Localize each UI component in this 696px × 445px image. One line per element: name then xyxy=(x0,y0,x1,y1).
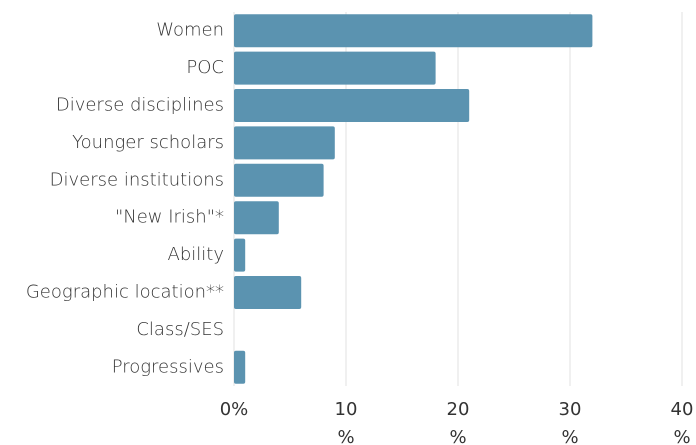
y-tick-label: Class/SES xyxy=(136,319,224,340)
x-tick-label: 40 % xyxy=(670,399,694,445)
bar xyxy=(234,163,324,197)
bar xyxy=(234,238,246,272)
bar xyxy=(234,14,593,48)
bar xyxy=(234,350,246,384)
y-tick-label: Younger scholars xyxy=(72,132,224,153)
y-tick-label: Women xyxy=(156,20,224,41)
bar xyxy=(234,51,436,85)
x-tick-label: 10 % xyxy=(334,399,358,445)
x-tick-label: 20 % xyxy=(446,399,470,445)
x-tick-label: 0% xyxy=(219,399,249,420)
y-tick-label: Diverse institutions xyxy=(50,169,224,190)
x-tick-label: 30 % xyxy=(558,399,582,445)
y-tick-label: "New Irish"* xyxy=(115,207,224,228)
y-tick-label: Ability xyxy=(168,244,224,265)
y-tick-label: POC xyxy=(186,57,224,78)
bar xyxy=(234,276,302,309)
bar xyxy=(234,126,335,160)
y-tick-label: Geographic location** xyxy=(26,282,224,303)
y-tick-label: Diverse disciplines xyxy=(56,95,224,116)
bar xyxy=(234,89,470,122)
bar xyxy=(234,201,279,235)
y-tick-label: Progressives xyxy=(112,356,224,377)
